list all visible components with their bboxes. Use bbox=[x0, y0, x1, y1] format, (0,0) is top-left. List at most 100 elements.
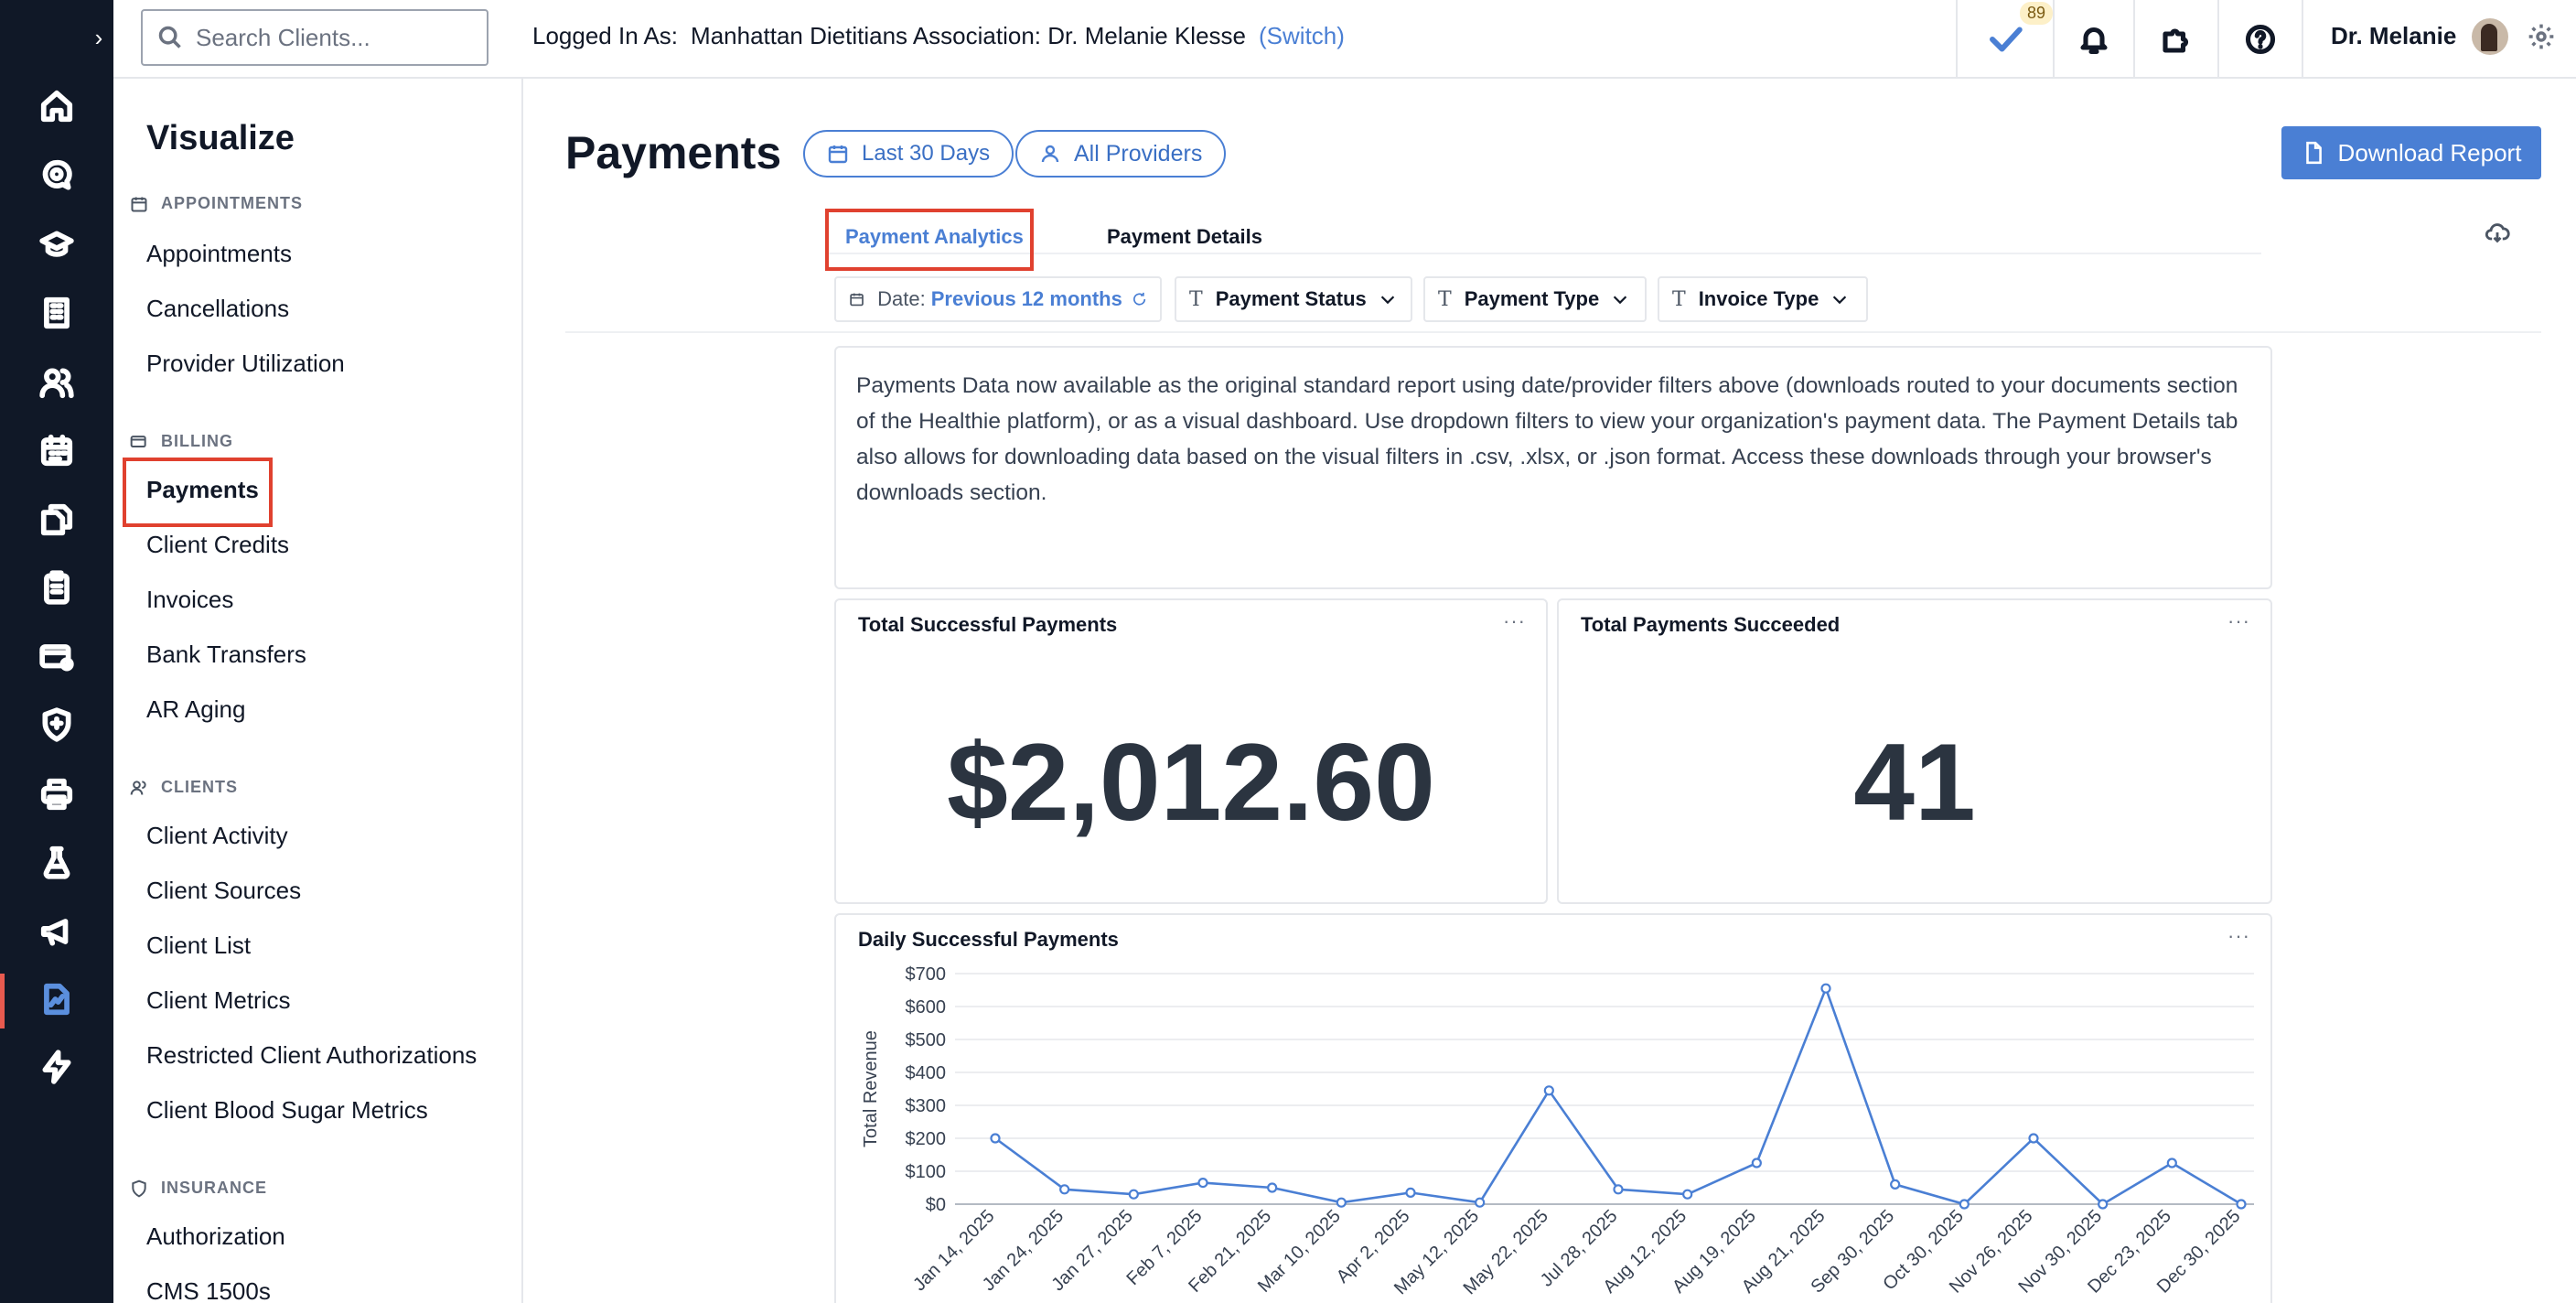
tasks-count-badge: 89 bbox=[2020, 2, 2054, 25]
nav-client-list[interactable]: Client List bbox=[146, 931, 252, 959]
clipboard-icon[interactable] bbox=[37, 567, 77, 608]
providers-label: All Providers bbox=[1074, 140, 1203, 167]
payment-type-filter[interactable]: T Payment Type bbox=[1423, 276, 1647, 322]
info-note-card: Payments Data now available as the origi… bbox=[834, 346, 2272, 589]
nav-provider-utilization[interactable]: Provider Utilization bbox=[146, 350, 345, 377]
nav-client-sources[interactable]: Client Sources bbox=[146, 877, 302, 904]
megaphone-icon[interactable] bbox=[37, 911, 77, 952]
user-icon bbox=[1041, 145, 1059, 163]
graduation-cap-icon[interactable] bbox=[37, 225, 77, 265]
more-options-icon[interactable]: ··· bbox=[2227, 924, 2250, 947]
data-point bbox=[1682, 1189, 1693, 1200]
lightning-icon[interactable] bbox=[37, 1047, 77, 1087]
nav-restricted-client-authorizations[interactable]: Restricted Client Authorizations bbox=[146, 1041, 478, 1069]
chevron-down-icon bbox=[1380, 296, 1394, 305]
search-icon bbox=[158, 26, 181, 48]
reports-chart-icon[interactable] bbox=[37, 979, 77, 1019]
date-range-button[interactable]: Last 30 Days bbox=[803, 130, 1014, 178]
switch-account-link[interactable]: (Switch) bbox=[1259, 22, 1345, 49]
shield-icon bbox=[132, 1179, 146, 1197]
documents-icon[interactable] bbox=[37, 500, 77, 540]
kpi-total-payments-succeeded: Total Payments Succeeded ··· 41 bbox=[1557, 598, 2272, 904]
kpi-value: 41 bbox=[1853, 721, 1976, 844]
date-filter[interactable]: Date: Previous 12 months bbox=[834, 276, 1162, 322]
nav-client-blood-sugar-metrics[interactable]: Client Blood Sugar Metrics bbox=[146, 1096, 428, 1124]
nav-cms-1500s[interactable]: CMS 1500s bbox=[146, 1277, 271, 1303]
chart-title: Daily Successful Payments bbox=[858, 928, 1119, 951]
calendar-icon bbox=[828, 145, 848, 164]
sidebar-title: Visualize bbox=[146, 119, 295, 157]
data-point bbox=[1405, 1187, 1416, 1198]
nav-ar-aging[interactable]: AR Aging bbox=[146, 695, 246, 723]
puzzle-icon bbox=[2163, 28, 2188, 53]
nav-client-metrics[interactable]: Client Metrics bbox=[146, 986, 291, 1014]
calendar-icon bbox=[850, 293, 864, 307]
kpi-value: $2,012.60 bbox=[947, 721, 1435, 844]
chevron-right-icon[interactable]: › bbox=[94, 23, 103, 51]
avatar[interactable] bbox=[2472, 18, 2508, 55]
integrations-button[interactable] bbox=[2133, 0, 2217, 79]
notifications-button[interactable] bbox=[2053, 0, 2133, 79]
help-button[interactable] bbox=[2217, 0, 2302, 79]
data-point bbox=[2098, 1199, 2109, 1210]
tab-payment-details[interactable]: Payment Details bbox=[1107, 225, 1262, 248]
data-point bbox=[1336, 1197, 1347, 1208]
top-bar: Logged In As: Manhattan Dietitians Associ… bbox=[113, 0, 2576, 79]
payment-status-filter[interactable]: T Payment Status bbox=[1175, 276, 1412, 322]
nav-invoices[interactable]: Invoices bbox=[146, 586, 234, 613]
printer-icon[interactable] bbox=[37, 774, 77, 814]
nav-client-credits[interactable]: Client Credits bbox=[146, 531, 290, 558]
nav-cancellations[interactable]: Cancellations bbox=[146, 295, 290, 322]
y-axis-label: Total Revenue bbox=[861, 1030, 881, 1147]
nav-payments[interactable]: Payments bbox=[146, 476, 259, 503]
report-tabs: Payment Analytics Payment Details bbox=[825, 207, 2261, 254]
cloud-download-icon[interactable] bbox=[2485, 220, 2510, 245]
daily-payments-chart-card: Daily Successful Payments ··· $0 $100 $200… bbox=[834, 913, 2272, 1303]
help-circle-icon bbox=[2245, 24, 2276, 55]
download-report-button[interactable]: Download Report bbox=[2281, 126, 2541, 179]
billing-card-icon[interactable] bbox=[37, 637, 77, 677]
data-point bbox=[1197, 1178, 1208, 1189]
billing-icon bbox=[130, 435, 146, 447]
y-tick-label: $300 bbox=[906, 1096, 947, 1116]
nav-client-activity[interactable]: Client Activity bbox=[146, 822, 288, 849]
building-icon[interactable] bbox=[37, 293, 77, 333]
users-icon[interactable] bbox=[37, 362, 77, 403]
invoice-type-filter[interactable]: T Invoice Type bbox=[1658, 276, 1868, 322]
section-label: CLIENTS bbox=[161, 778, 239, 796]
kpi-total-successful-payments: Total Successful Payments ··· $2,012.60 bbox=[834, 598, 1548, 904]
calendar-icon[interactable] bbox=[37, 430, 77, 470]
data-point bbox=[1820, 983, 1831, 994]
rail-active-indicator bbox=[0, 974, 5, 1028]
selected-tab-highlight bbox=[825, 209, 1034, 271]
text-type-icon: T bbox=[1672, 287, 1686, 311]
main-content: Payments Last 30 Days All Providers Down… bbox=[523, 79, 2576, 1303]
page-title: Payments bbox=[565, 127, 782, 178]
nav-authorization[interactable]: Authorization bbox=[146, 1222, 285, 1250]
more-options-icon[interactable]: ··· bbox=[1503, 609, 1526, 632]
chat-search-icon[interactable] bbox=[37, 156, 77, 196]
data-point bbox=[1613, 1184, 1624, 1195]
nav-bank-transfers[interactable]: Bank Transfers bbox=[146, 641, 306, 668]
tab-payment-analytics[interactable]: Payment Analytics bbox=[845, 225, 1024, 248]
refresh-icon[interactable] bbox=[1132, 289, 1147, 309]
shield-icon[interactable] bbox=[37, 705, 77, 745]
nav-appointments[interactable]: Appointments bbox=[146, 240, 292, 267]
search-input[interactable] bbox=[196, 23, 470, 52]
login-prefix: Logged In As: bbox=[532, 22, 679, 49]
home-icon[interactable] bbox=[37, 86, 77, 126]
providers-button[interactable]: All Providers bbox=[1015, 130, 1227, 178]
search-box[interactable] bbox=[141, 9, 488, 66]
user-name[interactable]: Dr. Melanie bbox=[2331, 22, 2457, 49]
lab-flask-icon[interactable] bbox=[37, 842, 77, 882]
tasks-button[interactable]: 89 bbox=[1956, 0, 2054, 79]
gear-icon[interactable] bbox=[2527, 22, 2556, 51]
data-point bbox=[1059, 1184, 1070, 1195]
data-point bbox=[1890, 1179, 1901, 1190]
visualize-sidebar: Visualize APPOINTMENTS Appointments Canc… bbox=[113, 79, 523, 1303]
payment-status-label: Payment Status bbox=[1215, 287, 1367, 310]
text-type-icon: T bbox=[1189, 287, 1203, 311]
more-options-icon[interactable]: ··· bbox=[2227, 609, 2250, 632]
chevron-down-icon bbox=[1833, 296, 1847, 305]
user-menu-cell bbox=[2302, 0, 2576, 79]
